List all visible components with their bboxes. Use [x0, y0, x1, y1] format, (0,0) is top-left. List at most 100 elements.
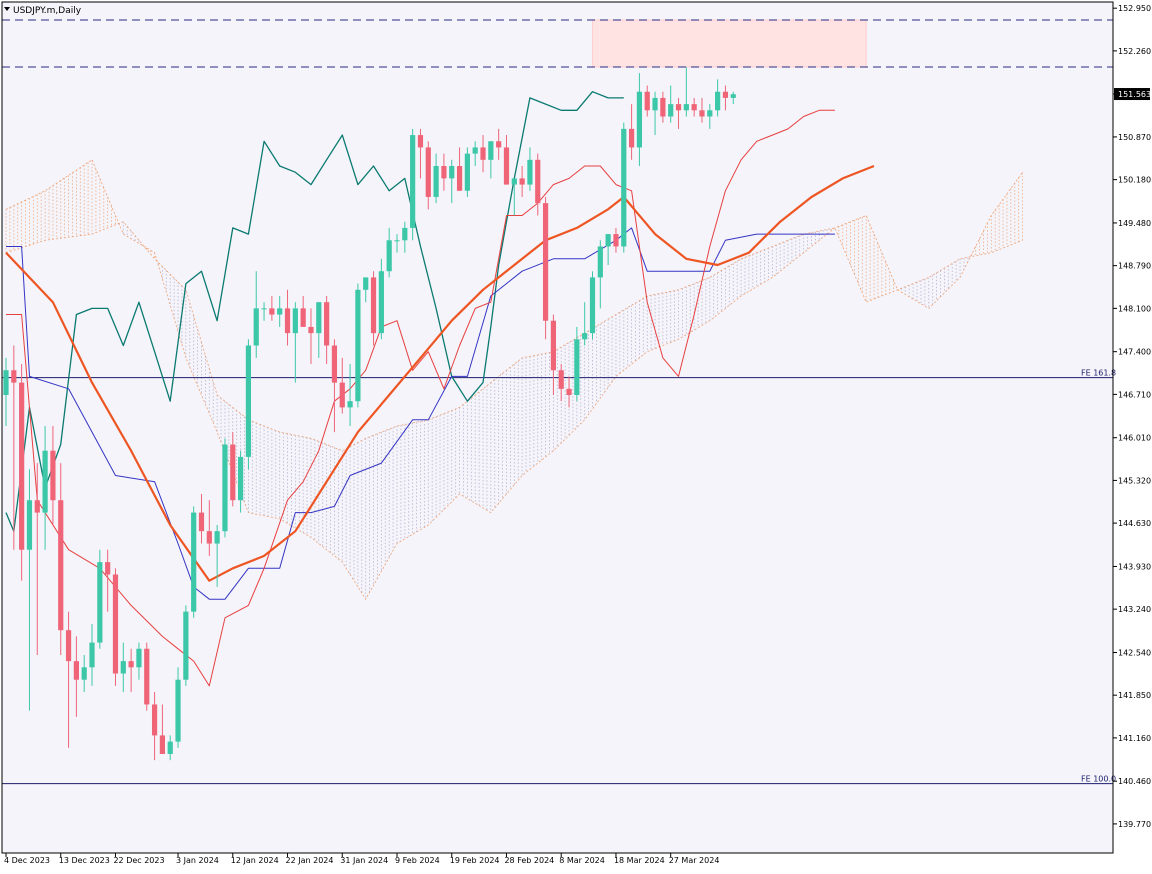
candle-body[interactable] — [582, 333, 588, 340]
candle-body[interactable] — [222, 444, 228, 532]
candle-body[interactable] — [308, 326, 314, 334]
candle-body[interactable] — [660, 97, 666, 117]
candle-body[interactable] — [589, 277, 596, 334]
candle-body[interactable] — [550, 320, 556, 371]
candle-body[interactable] — [613, 234, 619, 247]
candle-body[interactable] — [621, 128, 627, 247]
candle-body[interactable] — [42, 450, 48, 513]
candle-body[interactable] — [605, 234, 611, 247]
candle-body[interactable] — [292, 308, 298, 334]
candle-body[interactable] — [97, 562, 103, 643]
candle-body[interactable] — [527, 159, 533, 185]
candle-body[interactable] — [206, 531, 212, 544]
candle-body[interactable] — [50, 450, 56, 501]
candle-body[interactable] — [394, 240, 400, 242]
candle-body[interactable] — [277, 308, 283, 315]
candle-body[interactable] — [425, 147, 431, 197]
candle-body[interactable] — [488, 141, 494, 160]
candle-body[interactable] — [19, 382, 25, 550]
candle-body[interactable] — [675, 104, 682, 111]
candle-body[interactable] — [511, 178, 517, 185]
candle-body[interactable] — [464, 153, 470, 191]
candle-body[interactable] — [629, 128, 635, 148]
candle-body[interactable] — [722, 91, 729, 98]
candle-body[interactable] — [253, 308, 259, 346]
candle-body[interactable] — [410, 135, 416, 228]
candle-body[interactable] — [715, 91, 721, 111]
candle-body[interactable] — [269, 308, 275, 315]
candle-body[interactable] — [347, 401, 353, 408]
candle-body[interactable] — [65, 630, 72, 662]
candle-body[interactable] — [159, 735, 165, 754]
candle-body[interactable] — [3, 370, 9, 396]
candle-body[interactable] — [699, 110, 705, 117]
candle-body[interactable] — [89, 642, 95, 668]
candle-body[interactable] — [331, 345, 338, 383]
candle-body[interactable] — [167, 741, 173, 754]
candle-body[interactable] — [81, 667, 87, 680]
candle-body[interactable] — [683, 104, 689, 111]
candle-body[interactable] — [136, 648, 142, 668]
candle-body[interactable] — [11, 370, 17, 383]
candle-body[interactable] — [300, 308, 306, 327]
candle-body[interactable] — [355, 289, 361, 402]
candle-body[interactable] — [503, 147, 510, 185]
candle-body[interactable] — [378, 271, 384, 334]
tenkan-sen-line[interactable] — [6, 109, 835, 687]
candle-body[interactable] — [370, 277, 377, 334]
candle-body[interactable] — [456, 166, 463, 191]
candle-body[interactable] — [402, 227, 408, 241]
candle-body[interactable] — [644, 91, 650, 111]
candle-body[interactable] — [339, 382, 345, 408]
candle-body[interactable] — [433, 166, 439, 197]
candle-body[interactable] — [105, 562, 111, 575]
dropdown-triangle-icon[interactable] — [4, 7, 10, 11]
candle-body[interactable] — [417, 135, 424, 148]
candle-body[interactable] — [144, 648, 150, 705]
candle-body[interactable] — [535, 159, 541, 204]
resistance-zone — [592, 19, 867, 68]
candle-body[interactable] — [574, 339, 580, 396]
candle-body[interactable] — [316, 302, 322, 334]
moving-average-line[interactable] — [5, 164, 875, 582]
chikou-span-line[interactable] — [5, 91, 624, 532]
candle-body[interactable] — [636, 91, 643, 148]
candle-body[interactable] — [230, 444, 236, 501]
candle-body[interactable] — [691, 104, 697, 111]
candle-body[interactable] — [128, 661, 134, 668]
candle-body[interactable] — [324, 302, 330, 346]
candle-body[interactable] — [363, 277, 369, 290]
candle-body[interactable] — [26, 500, 33, 550]
candle-body[interactable] — [707, 110, 713, 117]
candle-body[interactable] — [175, 679, 181, 742]
candle-body[interactable] — [566, 388, 572, 396]
candle-body[interactable] — [183, 611, 189, 680]
candle-body[interactable] — [386, 240, 392, 272]
candle-body[interactable] — [151, 704, 158, 736]
candle-body[interactable] — [480, 147, 486, 160]
candle-body[interactable] — [198, 512, 205, 532]
candle-body[interactable] — [472, 147, 478, 154]
candle-body[interactable] — [730, 94, 736, 98]
candle-body[interactable] — [112, 574, 119, 674]
candle-body[interactable] — [449, 166, 455, 179]
candle-body[interactable] — [214, 531, 220, 544]
candle-body[interactable] — [542, 203, 549, 321]
candle-body[interactable] — [597, 246, 603, 278]
candle-body[interactable] — [34, 500, 40, 513]
candle-body[interactable] — [245, 345, 252, 457]
candle-body[interactable] — [120, 661, 126, 674]
candle-body[interactable] — [441, 166, 447, 179]
candle-body[interactable] — [558, 370, 564, 389]
candle-body[interactable] — [652, 97, 658, 111]
candle-body[interactable] — [496, 141, 502, 148]
candle-body[interactable] — [519, 178, 525, 185]
resistance-zone-rect[interactable] — [592, 19, 867, 68]
candle-body[interactable] — [284, 308, 291, 334]
candle-body[interactable] — [58, 500, 64, 631]
candle-body[interactable] — [261, 308, 267, 310]
candle-body[interactable] — [238, 456, 244, 501]
candle-body[interactable] — [73, 661, 79, 680]
candle-body[interactable] — [191, 512, 197, 612]
candle-body[interactable] — [668, 104, 674, 117]
